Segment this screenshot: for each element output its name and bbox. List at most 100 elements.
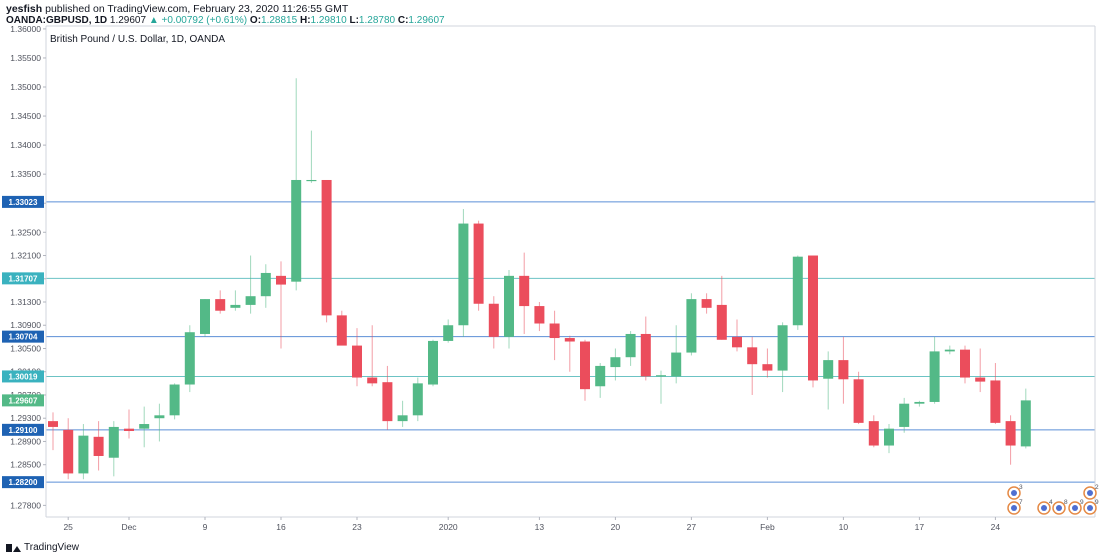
candle[interactable] xyxy=(732,319,742,352)
candle[interactable] xyxy=(549,310,560,361)
candle[interactable] xyxy=(169,383,180,420)
candle[interactable] xyxy=(48,412,58,451)
candle[interactable] xyxy=(792,255,803,330)
y-tick-label: 1.34000 xyxy=(10,140,41,150)
candle[interactable] xyxy=(519,252,530,334)
event-flag-count: 4 xyxy=(1049,499,1053,506)
candle[interactable] xyxy=(245,255,256,314)
open-label: O: xyxy=(249,15,262,26)
candle[interactable] xyxy=(93,421,104,471)
event-flag-icon[interactable]: 2 xyxy=(1083,484,1099,500)
candle-body xyxy=(595,365,606,387)
tradingview-logo[interactable]: TradingView xyxy=(6,542,79,553)
candle[interactable] xyxy=(139,406,150,448)
candle[interactable] xyxy=(184,325,195,393)
candle-body xyxy=(792,256,803,326)
event-flag-icon[interactable]: 8 xyxy=(1052,499,1068,515)
candle[interactable] xyxy=(321,179,332,323)
candle[interactable] xyxy=(838,336,849,404)
candle[interactable] xyxy=(443,319,454,343)
candle[interactable] xyxy=(382,365,393,430)
candle[interactable] xyxy=(504,270,514,349)
candle[interactable] xyxy=(580,339,590,401)
candle-body xyxy=(853,379,864,423)
candle[interactable] xyxy=(671,325,682,384)
candle[interactable] xyxy=(747,336,758,395)
event-flag-icon[interactable]: 4 xyxy=(1037,499,1053,515)
event-flag-icon[interactable]: 3 xyxy=(1007,484,1023,500)
candle[interactable] xyxy=(428,339,438,387)
candle[interactable] xyxy=(306,130,317,183)
candle[interactable] xyxy=(215,290,226,314)
candle[interactable] xyxy=(625,331,636,366)
candle[interactable] xyxy=(276,261,286,349)
candle[interactable] xyxy=(899,397,910,433)
event-flag-icon[interactable]: 7 xyxy=(1007,499,1023,515)
candle[interactable] xyxy=(367,325,378,387)
candle[interactable] xyxy=(260,264,271,308)
event-flag-icon[interactable]: 9 xyxy=(1083,499,1099,515)
candle[interactable] xyxy=(473,220,484,311)
candle[interactable] xyxy=(352,328,362,387)
candle[interactable] xyxy=(595,363,606,398)
candle[interactable] xyxy=(488,296,499,349)
candle[interactable] xyxy=(975,348,986,393)
candle[interactable] xyxy=(63,418,74,480)
candle-body xyxy=(823,360,834,379)
candle[interactable] xyxy=(78,424,89,480)
candle-body xyxy=(428,340,438,385)
candle[interactable] xyxy=(701,293,712,314)
candle[interactable] xyxy=(640,316,651,381)
candle[interactable] xyxy=(458,209,469,337)
candle[interactable] xyxy=(291,78,302,291)
candle[interactable] xyxy=(777,322,788,393)
candle[interactable] xyxy=(230,290,241,311)
author-name[interactable]: yesfish xyxy=(6,3,43,15)
candle[interactable] xyxy=(412,377,423,422)
candle[interactable] xyxy=(200,299,210,337)
candle[interactable] xyxy=(610,348,621,381)
candle[interactable] xyxy=(564,335,575,372)
candle[interactable] xyxy=(960,345,970,384)
candle[interactable] xyxy=(336,310,347,346)
candle[interactable] xyxy=(914,400,925,407)
candle[interactable] xyxy=(1020,388,1031,449)
candle[interactable] xyxy=(108,421,119,477)
candle-body xyxy=(78,435,89,474)
candle[interactable] xyxy=(716,275,727,340)
candle[interactable] xyxy=(124,409,134,439)
candle[interactable] xyxy=(884,424,894,454)
candle[interactable] xyxy=(990,363,1001,425)
x-tick-label: Feb xyxy=(760,522,775,532)
event-flag-icon[interactable]: 9 xyxy=(1068,499,1084,515)
candle[interactable] xyxy=(762,348,773,378)
candle[interactable] xyxy=(944,345,955,355)
candle-body xyxy=(443,325,454,341)
candle-body xyxy=(716,304,727,340)
price-line-tag xyxy=(2,195,44,208)
x-tick-label: 9 xyxy=(203,522,208,532)
symbol-label: OANDA:GBPUSD, 1D xyxy=(6,15,108,26)
last-price-tag-label: 1.29607 xyxy=(9,396,38,405)
candle[interactable] xyxy=(154,403,165,442)
candle[interactable] xyxy=(868,415,879,448)
candle[interactable] xyxy=(929,336,940,404)
x-axis: 25 Dec 9 16 23 2020 13 20 27 Feb 10 17 24 xyxy=(46,516,1095,532)
y-tick-label: 1.28500 xyxy=(10,460,41,470)
candle-body xyxy=(382,382,393,422)
candle[interactable] xyxy=(1005,415,1016,465)
candle[interactable] xyxy=(686,293,697,356)
candle[interactable] xyxy=(397,400,408,427)
candle-body xyxy=(534,306,545,324)
candle[interactable] xyxy=(656,370,666,404)
candle[interactable] xyxy=(823,351,834,410)
candle-body xyxy=(960,349,970,378)
candle-body xyxy=(215,299,226,311)
candle[interactable] xyxy=(534,302,545,332)
publish-text: published on TradingView.com, February 2… xyxy=(45,3,349,15)
candle[interactable] xyxy=(853,371,864,425)
candle-body xyxy=(63,429,74,474)
candle-body xyxy=(184,332,195,385)
candle[interactable] xyxy=(808,255,818,388)
